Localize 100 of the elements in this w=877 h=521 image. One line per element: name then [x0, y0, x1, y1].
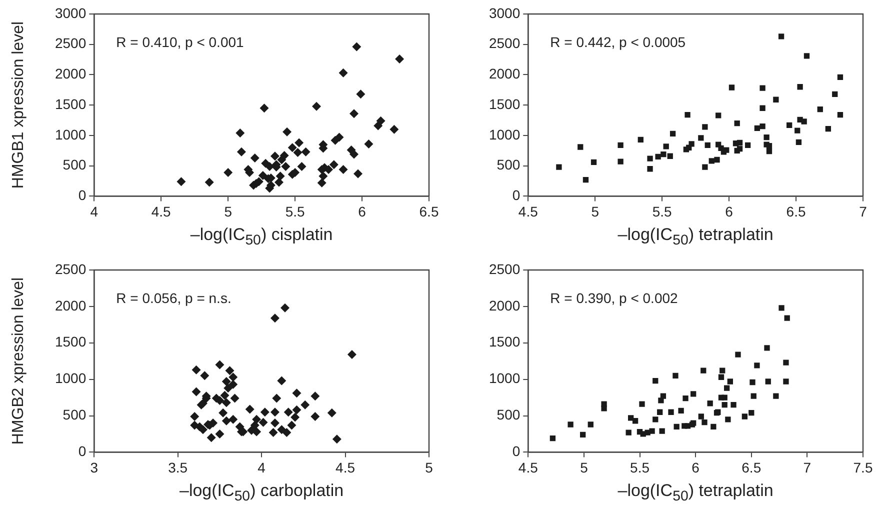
- x-axis-title: –log(IC$_{50}$) carboplatin: [180, 481, 344, 504]
- point: [773, 393, 779, 399]
- point: [258, 171, 268, 180]
- point: [670, 130, 676, 136]
- point: [742, 414, 748, 420]
- point: [837, 74, 844, 80]
- x-tick-label: 6.5: [419, 203, 439, 220]
- x-tick-label: 4: [90, 203, 98, 220]
- x-tick-label: 5.5: [652, 203, 672, 220]
- point: [294, 138, 304, 148]
- point: [766, 148, 772, 154]
- y-tick-label: 2500: [54, 35, 86, 52]
- point: [225, 366, 234, 376]
- y-tick-label: 2000: [488, 297, 520, 314]
- point: [764, 134, 770, 140]
- point: [728, 84, 735, 90]
- point: [349, 150, 358, 159]
- point: [817, 106, 823, 112]
- point: [832, 91, 838, 97]
- point: [590, 159, 597, 166]
- point: [395, 54, 404, 64]
- y-tick-label: 1500: [488, 334, 520, 350]
- y-tick-label: 500: [62, 406, 86, 423]
- point: [230, 394, 240, 403]
- point: [754, 362, 760, 368]
- point: [582, 176, 589, 183]
- point: [224, 384, 233, 393]
- point: [744, 142, 751, 148]
- y-tick-label: 1500: [488, 96, 520, 112]
- point: [720, 368, 726, 374]
- y-tick-label: 500: [496, 406, 520, 423]
- point: [200, 371, 210, 380]
- point: [284, 408, 293, 417]
- point: [390, 124, 399, 134]
- x-tick-label: 6: [692, 459, 700, 476]
- point: [684, 112, 690, 118]
- y-tick-label: 2000: [54, 66, 86, 82]
- x-tick-label: 5: [425, 459, 434, 476]
- x-tick-label: 4: [258, 459, 266, 476]
- point: [748, 410, 754, 416]
- x-tick-label: 5.5: [285, 203, 305, 220]
- point: [760, 124, 766, 130]
- point: [281, 162, 290, 171]
- y-tick-label: 2500: [488, 260, 520, 277]
- point: [734, 120, 740, 126]
- annotation: R = 0.442, p < 0.0005: [550, 34, 686, 50]
- point: [260, 104, 269, 113]
- point: [206, 433, 216, 442]
- point: [301, 147, 310, 156]
- point: [349, 109, 358, 118]
- point: [276, 172, 285, 181]
- point: [327, 408, 336, 418]
- point: [660, 393, 666, 399]
- point: [215, 360, 224, 370]
- point: [639, 401, 645, 407]
- y-tick-label: 2000: [54, 297, 86, 314]
- y-tick-label: 1500: [54, 334, 86, 350]
- y-tick-label: 0: [512, 443, 520, 460]
- point: [310, 412, 320, 421]
- point: [287, 420, 296, 430]
- point: [376, 116, 386, 126]
- point: [727, 378, 734, 384]
- point: [804, 53, 810, 59]
- point: [556, 164, 562, 170]
- point: [702, 164, 708, 170]
- point: [638, 136, 644, 143]
- point: [783, 378, 789, 384]
- point: [364, 139, 374, 148]
- point: [290, 412, 300, 422]
- point: [724, 385, 730, 391]
- point: [270, 418, 280, 428]
- x-tick-label: 3: [90, 459, 98, 476]
- y-tick-label: 2500: [488, 35, 520, 52]
- point: [618, 142, 624, 148]
- x-axis-title: –log(IC$_{50}$) cisplatin: [190, 225, 333, 248]
- point: [825, 126, 832, 132]
- point: [647, 166, 653, 172]
- point: [274, 178, 284, 187]
- point: [760, 105, 766, 111]
- point: [660, 151, 666, 158]
- point: [292, 405, 302, 414]
- point: [270, 408, 280, 417]
- point: [176, 177, 186, 186]
- y-tick-label: 0: [512, 187, 520, 204]
- point: [293, 148, 302, 157]
- point: [632, 418, 638, 424]
- point: [778, 305, 784, 311]
- point: [588, 422, 594, 428]
- point: [258, 418, 268, 427]
- point: [224, 168, 233, 178]
- point: [332, 434, 342, 444]
- point: [354, 169, 363, 178]
- point: [663, 144, 669, 150]
- point: [228, 414, 238, 424]
- y-tick-label: 2000: [488, 66, 520, 82]
- point: [722, 402, 728, 408]
- point: [657, 409, 663, 415]
- x-tick-label: 5: [580, 459, 588, 476]
- y-tick-label: 1500: [54, 96, 86, 112]
- y-tick-label: 1000: [54, 370, 86, 386]
